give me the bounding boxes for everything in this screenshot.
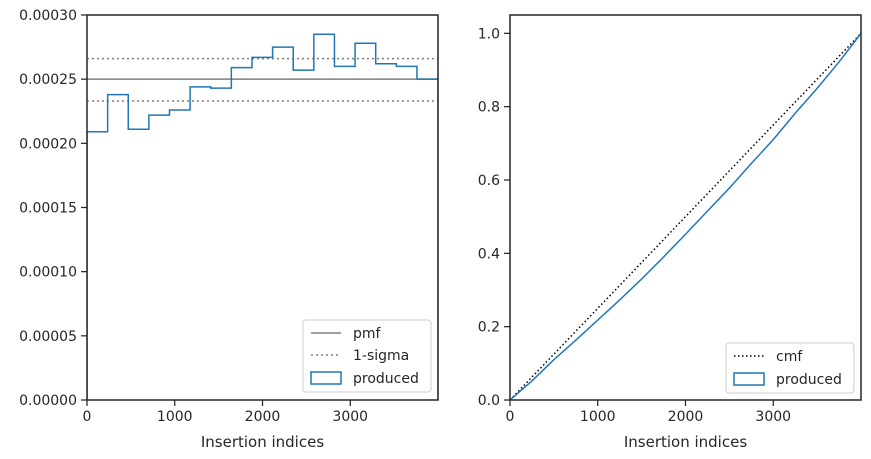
right-series-cmf: [510, 32, 861, 400]
right-legend-swatch: [733, 372, 765, 386]
left-histogram-chart: 0 1000 2000 3000 0.00000 0.00005 0.00010 0.0001…: [19, 8, 439, 451]
right-legend-label: cmf: [776, 349, 803, 365]
left-legend: pmf 1-sigma produced: [302, 319, 432, 393]
left-legend-label: 1-sigma: [353, 348, 409, 364]
left-xtick-label: 1000: [157, 409, 193, 425]
left-ytick-label: 0.00005: [19, 329, 77, 345]
left-xtick-label: 0: [83, 409, 92, 425]
right-xtick-label: 0: [506, 409, 515, 425]
left-ytick-label: 0.00000: [19, 393, 77, 409]
right-ytick-label: 1.0: [478, 26, 500, 42]
right-xlabel: Insertion indices: [624, 433, 747, 451]
right-legend: cmf produced: [725, 342, 855, 394]
right-legend-label: produced: [776, 372, 842, 388]
right-cdf-chart: 0 1000 2000 3000 0.0 0.2 0.4 0.6 0.8 1.0 Insertion…: [478, 14, 862, 451]
right-ytick-label: 0.4: [478, 246, 500, 262]
left-xtick-label: 3000: [332, 409, 368, 425]
left-ytick-label: 0.00020: [19, 136, 77, 152]
right-plot-area: [510, 32, 861, 400]
right-series-produced: [510, 32, 861, 400]
right-ytick-label: 0.6: [478, 173, 500, 189]
left-xlabel: Insertion indices: [201, 433, 324, 451]
right-ytick-label: 0.8: [478, 100, 500, 116]
left-ytick-label: 0.00025: [19, 72, 77, 88]
left-ytick-label: 0.00015: [19, 201, 77, 217]
left-ytick-label: 0.00030: [19, 8, 77, 24]
right-ytick-label: 0.2: [478, 320, 500, 336]
left-ytick-label: 0.00010: [19, 265, 77, 281]
left-legend-swatch: [310, 371, 342, 385]
left-legend-label: produced: [353, 371, 419, 387]
right-xtick-label: 1000: [580, 409, 616, 425]
right-xtick-label: 2000: [668, 409, 704, 425]
left-xtick-label: 2000: [245, 409, 281, 425]
right-ytick-label: 0.0: [478, 393, 500, 409]
left-plot-area: [87, 33, 438, 400]
left-axes-frame: [86, 14, 439, 401]
right-xtick-label: 3000: [755, 409, 791, 425]
right-axes-frame: [509, 14, 862, 401]
left-legend-box: [302, 319, 432, 393]
left-histogram-step: [87, 33, 438, 400]
left-legend-label: pmf: [353, 326, 382, 342]
